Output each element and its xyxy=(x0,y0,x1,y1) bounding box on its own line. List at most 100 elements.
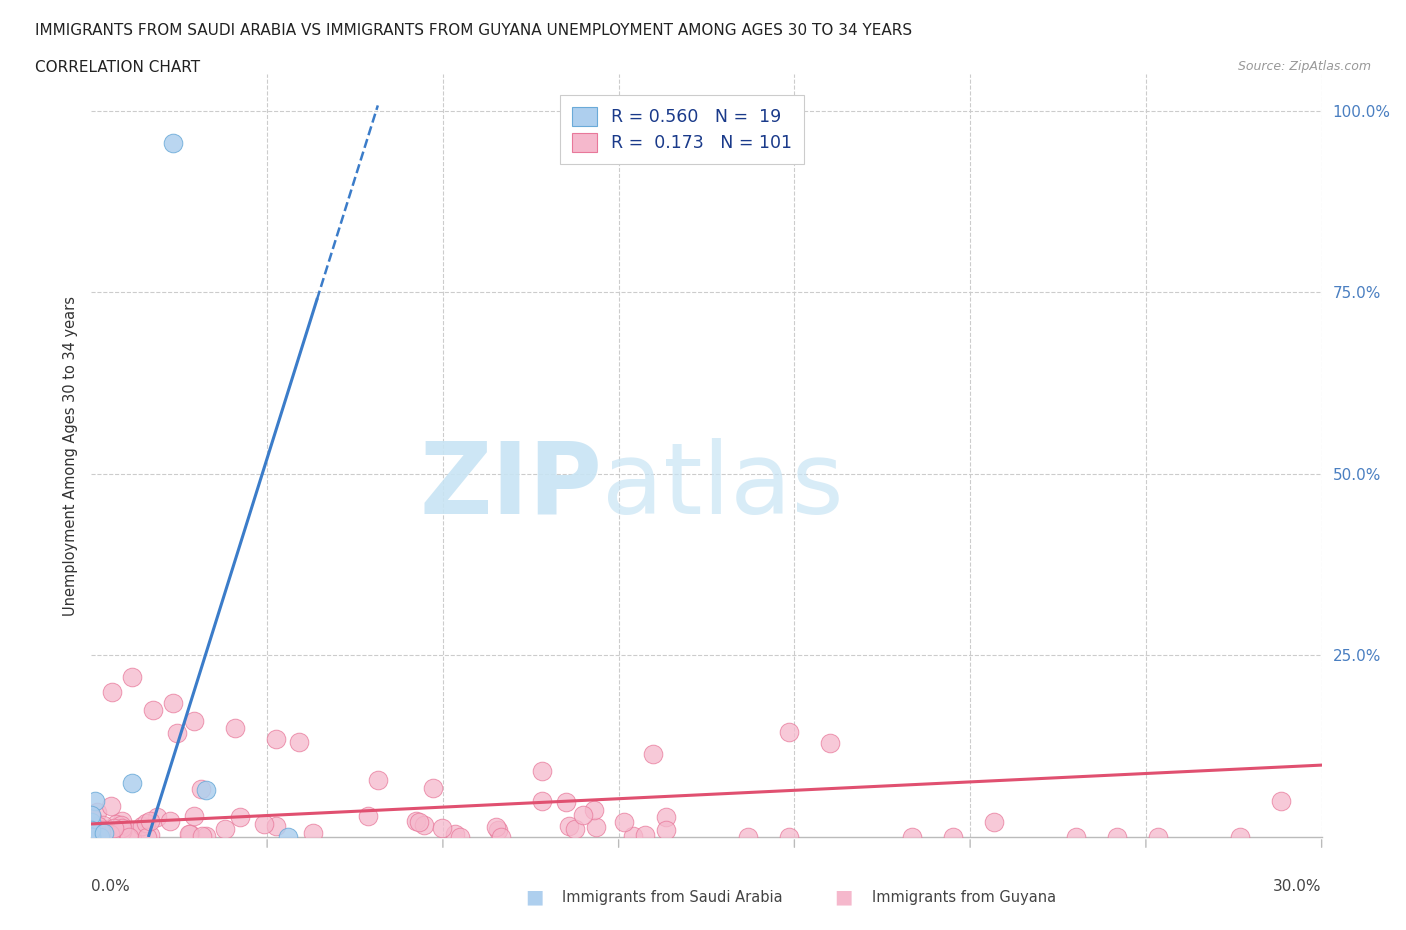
Point xyxy=(80,830,103,844)
Point xyxy=(900,830,922,844)
Point xyxy=(214,821,236,836)
Point xyxy=(100,798,122,813)
Point xyxy=(449,830,471,844)
Point xyxy=(91,822,114,837)
Point xyxy=(90,825,112,840)
Point xyxy=(80,830,103,844)
Point xyxy=(110,813,132,828)
Point xyxy=(1105,830,1128,844)
Point xyxy=(564,822,586,837)
Point xyxy=(655,810,678,825)
Point xyxy=(100,827,122,842)
Point xyxy=(486,822,509,837)
Point xyxy=(228,809,250,824)
Point xyxy=(136,830,159,844)
Point xyxy=(84,827,107,842)
Point xyxy=(613,815,636,830)
Point xyxy=(357,808,380,823)
Point xyxy=(135,815,157,830)
Point xyxy=(118,829,141,844)
Point xyxy=(87,827,110,842)
Point xyxy=(91,827,114,842)
Point xyxy=(96,822,118,837)
Point xyxy=(80,830,103,844)
Point xyxy=(104,830,127,844)
Point xyxy=(585,819,607,834)
Point xyxy=(183,809,205,824)
Point xyxy=(224,721,246,736)
Point xyxy=(83,827,105,842)
Point xyxy=(87,828,110,843)
Point xyxy=(82,822,104,837)
Text: Immigrants from Guyana: Immigrants from Guyana xyxy=(872,890,1056,905)
Point xyxy=(277,830,299,844)
Point xyxy=(121,670,143,684)
Point xyxy=(634,828,657,843)
Point xyxy=(110,824,132,839)
Point xyxy=(146,809,169,824)
Point xyxy=(82,818,104,833)
Point xyxy=(654,822,676,837)
Point xyxy=(1064,830,1087,844)
Point xyxy=(195,782,218,797)
Point xyxy=(737,830,759,844)
Y-axis label: Unemployment Among Ages 30 to 34 years: Unemployment Among Ages 30 to 34 years xyxy=(62,296,77,616)
Point xyxy=(80,822,103,837)
Point xyxy=(80,830,103,844)
Point xyxy=(91,817,114,832)
Text: 0.0%: 0.0% xyxy=(91,879,131,894)
Text: ■: ■ xyxy=(834,888,853,907)
Point xyxy=(555,794,578,809)
Point xyxy=(778,724,800,739)
Point xyxy=(98,827,121,842)
Point xyxy=(104,817,127,831)
Point xyxy=(621,829,644,844)
Point xyxy=(89,830,111,844)
Point xyxy=(264,818,287,833)
Point xyxy=(162,696,184,711)
Point xyxy=(582,803,605,817)
Point xyxy=(558,818,581,833)
Point xyxy=(84,793,107,808)
Text: Immigrants from Saudi Arabia: Immigrants from Saudi Arabia xyxy=(562,890,783,905)
Point xyxy=(367,772,389,787)
Point xyxy=(80,811,103,826)
Point xyxy=(139,814,162,829)
Point xyxy=(80,830,103,844)
Point xyxy=(162,136,184,151)
Point xyxy=(778,830,800,844)
Point xyxy=(287,734,309,749)
Point xyxy=(177,827,200,842)
Point xyxy=(86,804,108,819)
Point xyxy=(80,830,103,844)
Text: atlas: atlas xyxy=(602,438,844,535)
Point xyxy=(430,820,453,835)
Point xyxy=(643,747,665,762)
Text: Source: ZipAtlas.com: Source: ZipAtlas.com xyxy=(1237,60,1371,73)
Point xyxy=(121,775,143,790)
Point xyxy=(139,828,162,843)
Point xyxy=(121,823,143,838)
Point xyxy=(531,793,554,808)
Point xyxy=(80,830,103,844)
Point xyxy=(253,817,276,831)
Point xyxy=(413,817,436,832)
Text: CORRELATION CHART: CORRELATION CHART xyxy=(35,60,200,75)
Point xyxy=(80,808,103,823)
Point xyxy=(264,732,287,747)
Point xyxy=(80,830,103,844)
Point xyxy=(491,830,513,844)
Point xyxy=(1270,793,1292,808)
Point xyxy=(86,829,108,844)
Point xyxy=(91,828,114,843)
Point xyxy=(159,814,181,829)
Point xyxy=(818,735,841,750)
Point xyxy=(179,827,201,842)
Legend: R = 0.560   N =  19, R =  0.173   N = 101: R = 0.560 N = 19, R = 0.173 N = 101 xyxy=(560,95,804,165)
Text: ■: ■ xyxy=(524,888,544,907)
Point xyxy=(195,829,218,844)
Point xyxy=(80,830,103,844)
Point xyxy=(572,808,595,823)
Point xyxy=(983,815,1005,830)
Point xyxy=(124,824,146,839)
